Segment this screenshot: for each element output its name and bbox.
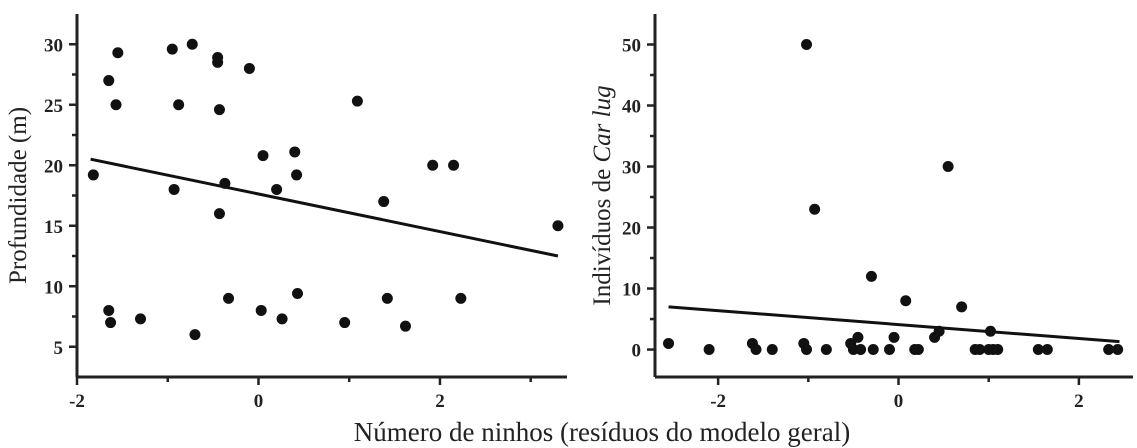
x-tick-label: 0 xyxy=(254,391,264,412)
y-axis-label-text: Indivíduos de xyxy=(589,163,616,306)
data-point xyxy=(912,344,924,356)
data-point xyxy=(867,344,879,356)
data-point xyxy=(703,344,715,356)
y-axis-label: Indivíduos de Car lug xyxy=(589,85,616,305)
y-tick-label: 0 xyxy=(632,341,642,362)
x-tick-label: 2 xyxy=(435,391,445,412)
y-tick-label: 15 xyxy=(44,217,63,238)
data-point xyxy=(212,56,224,68)
y-tick-label: 40 xyxy=(622,97,641,118)
data-point xyxy=(883,344,895,356)
data-point xyxy=(276,313,288,325)
data-point xyxy=(378,196,390,208)
data-point xyxy=(888,331,900,343)
data-point xyxy=(942,161,954,173)
y-tick-label: 25 xyxy=(44,96,63,117)
data-point xyxy=(339,317,351,329)
data-point xyxy=(168,183,180,195)
data-point xyxy=(820,344,832,356)
data-point xyxy=(110,99,122,111)
data-point xyxy=(103,304,115,316)
y-tick-label: 30 xyxy=(622,158,641,179)
data-point xyxy=(992,344,1004,356)
data-point xyxy=(255,304,267,316)
x-tick-label: 2 xyxy=(1074,391,1084,412)
data-point xyxy=(381,292,393,304)
data-point xyxy=(900,295,912,307)
data-point xyxy=(189,329,201,341)
data-point xyxy=(243,62,255,74)
data-point xyxy=(186,38,198,50)
x-tick-label: -2 xyxy=(710,391,726,412)
data-point xyxy=(1112,344,1124,356)
data-point xyxy=(552,220,564,232)
data-point xyxy=(663,337,675,349)
data-point xyxy=(750,344,762,356)
y-tick-label: 10 xyxy=(44,277,63,298)
x-tick-label: -2 xyxy=(69,391,85,412)
data-point xyxy=(135,313,147,325)
data-point xyxy=(271,183,283,195)
data-point xyxy=(933,325,945,337)
data-point xyxy=(427,159,439,171)
data-point xyxy=(399,320,411,332)
data-point xyxy=(291,169,303,181)
y-tick-label: 30 xyxy=(44,35,63,56)
data-point xyxy=(289,146,301,158)
data-point xyxy=(292,288,303,300)
y-tick-label: 20 xyxy=(44,156,63,177)
y-tick-label: 20 xyxy=(622,219,641,240)
regression-line xyxy=(668,305,1120,344)
y-tick-label: 10 xyxy=(622,280,641,301)
data-point xyxy=(219,177,231,189)
data-point xyxy=(173,99,185,111)
data-point xyxy=(87,169,99,181)
data-point xyxy=(1032,344,1044,356)
data-point xyxy=(855,344,867,356)
data-point xyxy=(166,43,178,55)
y-tick-label: 50 xyxy=(622,36,641,57)
regression-line xyxy=(90,157,559,258)
data-point xyxy=(985,325,997,337)
data-point xyxy=(455,292,467,304)
data-point xyxy=(1103,344,1115,356)
data-point xyxy=(223,292,235,304)
data-point xyxy=(809,203,821,215)
data-point xyxy=(351,95,363,107)
y-axis-label-species: Car lug xyxy=(589,85,616,162)
x-tick-label: 0 xyxy=(894,391,904,412)
data-point xyxy=(801,344,813,356)
data-point xyxy=(956,301,968,313)
data-point xyxy=(448,159,460,171)
data-point xyxy=(1041,344,1053,356)
data-point xyxy=(865,270,877,282)
y-axis-label: Profundidade (m) xyxy=(5,107,32,284)
data-point xyxy=(213,104,225,116)
data-point xyxy=(852,331,864,343)
data-point xyxy=(974,344,986,356)
data-point xyxy=(766,344,778,356)
shared-x-axis-label: Número de ninhos (resíduos do modelo ger… xyxy=(354,417,850,447)
data-point xyxy=(103,75,115,87)
data-point xyxy=(801,39,813,51)
data-point xyxy=(112,47,124,59)
data-point xyxy=(257,150,269,162)
data-point xyxy=(105,317,117,329)
y-tick-label: 5 xyxy=(54,338,64,359)
data-point xyxy=(213,208,225,220)
